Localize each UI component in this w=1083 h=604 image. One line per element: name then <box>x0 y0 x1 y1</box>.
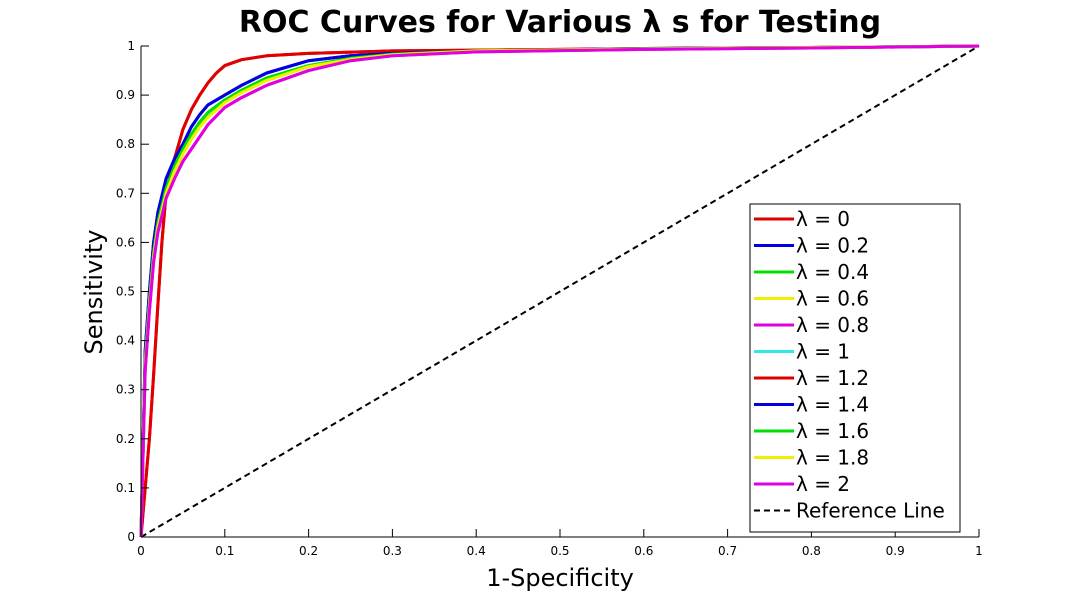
y-tick-label: 1 <box>127 39 135 53</box>
y-tick-label: 0.6 <box>116 235 135 249</box>
legend-label-6: λ = 1.2 <box>796 366 869 390</box>
y-tick-label: 0 <box>127 530 135 544</box>
x-tick-label: 0.4 <box>467 544 486 558</box>
y-tick-label: 0.1 <box>116 481 135 495</box>
y-tick-label: 0.7 <box>116 186 135 200</box>
x-tick-label: 0.7 <box>718 544 737 558</box>
legend-label-10: λ = 2 <box>796 472 850 496</box>
legend-label-11: Reference Line <box>796 499 945 523</box>
legend-label-2: λ = 0.4 <box>796 260 869 284</box>
chart-title: ROC Curves for Various λ s for Testing <box>239 5 881 40</box>
legend-label-1: λ = 0.2 <box>796 234 869 258</box>
legend-label-7: λ = 1.4 <box>796 393 869 417</box>
x-tick-label: 0.1 <box>215 544 234 558</box>
legend-label-0: λ = 0 <box>796 207 850 231</box>
x-tick-label: 0.6 <box>634 544 653 558</box>
x-tick-label: 0.3 <box>383 544 402 558</box>
legend-label-3: λ = 0.6 <box>796 287 869 311</box>
x-tick-label: 1 <box>975 544 983 558</box>
y-tick-label: 0.4 <box>116 334 135 348</box>
y-tick-label: 0.3 <box>116 383 135 397</box>
axes-layer: 0 0.1 0.2 0.3 0.4 0.5 0.6 0.7 0.8 0.9 1 0 0.1 0.2 0.3 0… <box>116 39 983 558</box>
y-tick-label: 0.8 <box>116 137 135 151</box>
x-tick-label: 0.2 <box>299 544 318 558</box>
y-tick-label: 0.5 <box>116 285 135 299</box>
y-tick-label: 0.2 <box>116 432 135 446</box>
legend-label-4: λ = 0.8 <box>796 313 869 337</box>
legend-label-5: λ = 1 <box>796 340 850 364</box>
legend-label-9: λ = 1.8 <box>796 446 869 470</box>
x-tick-label: 0 <box>137 544 145 558</box>
reference-line <box>140 45 980 538</box>
legend-box <box>749 203 961 533</box>
x-tick-label: 0.5 <box>550 544 569 558</box>
series-line-10 <box>139 44 980 538</box>
x-axis-label: 1-Specificity <box>486 564 634 592</box>
legend-label-8: λ = 1.6 <box>796 419 869 443</box>
x-tick-label: 0.8 <box>802 544 821 558</box>
y-axis-label: Sensitivity <box>80 230 108 355</box>
x-tick-label: 0.9 <box>886 544 905 558</box>
legend: λ = 0λ = 0.2λ = 0.4λ = 0.6λ = 0.8λ = 1λ … <box>749 203 961 533</box>
series-layer <box>139 44 980 538</box>
y-tick-label: 0.9 <box>116 88 135 102</box>
